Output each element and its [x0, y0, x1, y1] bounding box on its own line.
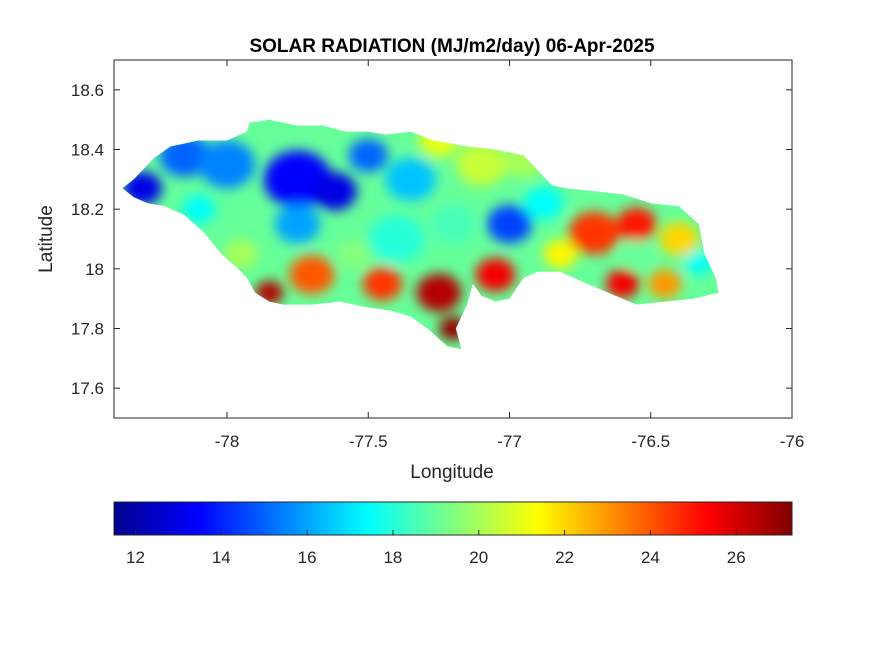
- colorbar-tick-label: 20: [469, 548, 488, 567]
- x-axis-label: Longitude: [410, 462, 493, 483]
- radiation-blobs: [122, 123, 713, 341]
- x-axis-ticks: -78 -77.5 -77 -76.5 -76: [215, 60, 805, 451]
- y-tick-label: 18.4: [71, 141, 104, 160]
- radiation-cell-26: [289, 255, 335, 294]
- radiation-cell-11: [368, 215, 425, 263]
- colorbar-tick-label: 18: [383, 548, 402, 567]
- colorbar-tick-label: 26: [727, 548, 746, 567]
- radiation-cell-25: [362, 267, 403, 301]
- radiation-cell-13: [486, 204, 533, 244]
- radiation-cell-22: [475, 258, 516, 292]
- y-axis-ticks: 17.6 17.8 18 18.2 18.4 18.6: [71, 81, 792, 398]
- x-tick-label: -78: [215, 432, 240, 451]
- x-tick-label: -76: [780, 432, 805, 451]
- radiation-cell-2: [198, 140, 256, 189]
- radiation-cell-19: [648, 269, 682, 299]
- radiation-cell-15: [568, 211, 620, 255]
- radiation-cell-31: [622, 241, 651, 266]
- x-tick-label: -77.5: [349, 432, 388, 451]
- colorbar-tick-label: 14: [212, 548, 231, 567]
- radiation-cell-12: [430, 204, 476, 244]
- y-tick-label: 18: [85, 260, 104, 279]
- y-tick-label: 17.6: [71, 379, 104, 398]
- radiation-cell-17: [659, 222, 699, 256]
- map-axes: -78 -77.5 -77 -76.5 -76 17.6 17.8 18 18.2 18.4 18…: [71, 59, 805, 451]
- figure-title: SOLAR RADIATION (MJ/m2/day) 06-Apr-2025: [249, 36, 654, 57]
- colorbar-ticks: 12 14 16 18 20 22 24 26: [126, 530, 746, 567]
- radiation-cell-6: [275, 204, 321, 244]
- radiation-cell-14: [523, 186, 564, 220]
- colorbar-tick-label: 16: [298, 548, 317, 567]
- y-tick-label: 18.2: [71, 200, 104, 219]
- radiation-cell-23: [416, 273, 462, 312]
- radiation-cell-9: [455, 142, 507, 186]
- y-axis-label: Latitude: [36, 205, 57, 273]
- radiation-cell-5: [348, 138, 389, 173]
- radiation-cell-7: [385, 157, 436, 201]
- x-tick-label: -77: [497, 432, 522, 451]
- radiation-cell-29: [337, 239, 371, 269]
- radiation-cell-21: [543, 239, 578, 269]
- y-tick-label: 18.6: [71, 81, 104, 100]
- radiation-cell-4: [311, 172, 357, 211]
- colorbar-tick-label: 22: [555, 548, 574, 567]
- radiation-cell-28: [224, 239, 258, 269]
- y-tick-label: 17.8: [71, 320, 104, 339]
- colorbar: 12 14 16 18 20 22 24 26: [113, 501, 793, 567]
- colorbar-gradient: [113, 501, 793, 536]
- radiation-cell-16: [616, 207, 657, 241]
- radiation-cell-30: [181, 194, 216, 224]
- radiation-cell-20: [605, 269, 640, 299]
- colorbar-tick-label: 24: [641, 548, 660, 567]
- x-tick-label: -76.5: [631, 432, 670, 451]
- axes-box: [113, 59, 793, 419]
- colorbar-tick-label: 12: [126, 548, 145, 567]
